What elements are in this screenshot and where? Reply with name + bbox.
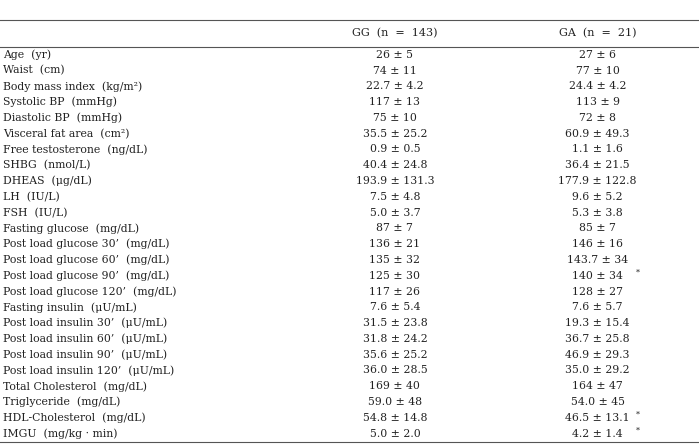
Text: 31.8 ± 24.2: 31.8 ± 24.2 xyxy=(363,334,427,344)
Text: 177.9 ± 122.8: 177.9 ± 122.8 xyxy=(559,176,637,186)
Text: HDL-Cholesterol  (mg/dL): HDL-Cholesterol (mg/dL) xyxy=(3,413,146,423)
Text: 1.1 ± 1.6: 1.1 ± 1.6 xyxy=(572,145,623,154)
Text: Total Cholesterol  (mg/dL): Total Cholesterol (mg/dL) xyxy=(3,381,147,392)
Text: GG  (n  =  143): GG (n = 143) xyxy=(352,28,438,39)
Text: 135 ± 32: 135 ± 32 xyxy=(370,255,420,265)
Text: *: * xyxy=(636,426,640,434)
Text: 143.7 ± 34: 143.7 ± 34 xyxy=(567,255,628,265)
Text: GA  (n  =  21): GA (n = 21) xyxy=(559,28,636,39)
Text: Post load glucose 90’  (mg/dL): Post load glucose 90’ (mg/dL) xyxy=(3,270,170,281)
Text: Waist  (cm): Waist (cm) xyxy=(3,66,65,76)
Text: Post load glucose 60’  (mg/dL): Post load glucose 60’ (mg/dL) xyxy=(3,255,170,265)
Text: Diastolic BP  (mmHg): Diastolic BP (mmHg) xyxy=(3,112,122,123)
Text: 0.9 ± 0.5: 0.9 ± 0.5 xyxy=(370,145,420,154)
Text: 87 ± 7: 87 ± 7 xyxy=(377,223,413,233)
Text: Systolic BP  (mmHg): Systolic BP (mmHg) xyxy=(3,97,117,107)
Text: Visceral fat area  (cm²): Visceral fat area (cm²) xyxy=(3,128,130,139)
Text: Post load insulin 90’  (μU/mL): Post load insulin 90’ (μU/mL) xyxy=(3,349,168,360)
Text: 26 ± 5: 26 ± 5 xyxy=(377,50,413,60)
Text: Fasting insulin  (μU/mL): Fasting insulin (μU/mL) xyxy=(3,302,138,313)
Text: 54.0 ± 45: 54.0 ± 45 xyxy=(570,397,625,407)
Text: 193.9 ± 131.3: 193.9 ± 131.3 xyxy=(356,176,434,186)
Text: 117 ± 13: 117 ± 13 xyxy=(370,97,420,107)
Text: Fasting glucose  (mg/dL): Fasting glucose (mg/dL) xyxy=(3,223,140,234)
Text: 117 ± 26: 117 ± 26 xyxy=(370,286,420,297)
Text: 128 ± 27: 128 ± 27 xyxy=(572,286,623,297)
Text: IMGU  (mg/kg · min): IMGU (mg/kg · min) xyxy=(3,428,118,439)
Text: 125 ± 30: 125 ± 30 xyxy=(370,271,420,281)
Text: 27 ± 6: 27 ± 6 xyxy=(579,50,616,60)
Text: 19.3 ± 15.4: 19.3 ± 15.4 xyxy=(565,318,630,328)
Text: 59.0 ± 48: 59.0 ± 48 xyxy=(368,397,422,407)
Text: Post load insulin 120’  (μU/mL): Post load insulin 120’ (μU/mL) xyxy=(3,365,175,376)
Text: Triglyceride  (mg/dL): Triglyceride (mg/dL) xyxy=(3,397,121,407)
Text: 36.7 ± 25.8: 36.7 ± 25.8 xyxy=(565,334,630,344)
Text: 7.5 ± 4.8: 7.5 ± 4.8 xyxy=(370,192,420,202)
Text: 31.5 ± 23.8: 31.5 ± 23.8 xyxy=(363,318,427,328)
Text: 75 ± 10: 75 ± 10 xyxy=(373,113,417,123)
Text: Post load insulin 60’  (μU/mL): Post load insulin 60’ (μU/mL) xyxy=(3,334,168,344)
Text: 5.0 ± 2.0: 5.0 ± 2.0 xyxy=(370,429,420,439)
Text: FSH  (IU/L): FSH (IU/L) xyxy=(3,207,68,218)
Text: 54.8 ± 14.8: 54.8 ± 14.8 xyxy=(363,413,427,423)
Text: 36.4 ± 21.5: 36.4 ± 21.5 xyxy=(565,160,630,170)
Text: 169 ± 40: 169 ± 40 xyxy=(370,381,420,391)
Text: Post load insulin 30’  (μU/mL): Post load insulin 30’ (μU/mL) xyxy=(3,318,168,328)
Text: 85 ± 7: 85 ± 7 xyxy=(579,223,616,233)
Text: 24.4 ± 4.2: 24.4 ± 4.2 xyxy=(569,81,626,91)
Text: DHEAS  (μg/dL): DHEAS (μg/dL) xyxy=(3,176,92,186)
Text: 5.3 ± 3.8: 5.3 ± 3.8 xyxy=(572,207,623,218)
Text: 36.0 ± 28.5: 36.0 ± 28.5 xyxy=(363,365,427,376)
Text: 46.9 ± 29.3: 46.9 ± 29.3 xyxy=(565,350,630,360)
Text: 9.6 ± 5.2: 9.6 ± 5.2 xyxy=(572,192,623,202)
Text: *: * xyxy=(636,268,640,276)
Text: Body mass index  (kg/m²): Body mass index (kg/m²) xyxy=(3,81,143,91)
Text: 60.9 ± 49.3: 60.9 ± 49.3 xyxy=(565,128,630,139)
Text: 72 ± 8: 72 ± 8 xyxy=(579,113,616,123)
Text: 74 ± 11: 74 ± 11 xyxy=(373,66,417,75)
Text: 146 ± 16: 146 ± 16 xyxy=(572,239,623,249)
Text: 7.6 ± 5.7: 7.6 ± 5.7 xyxy=(572,302,623,312)
Text: Post load glucose 30’  (mg/dL): Post load glucose 30’ (mg/dL) xyxy=(3,239,170,249)
Text: SHBG  (nmol/L): SHBG (nmol/L) xyxy=(3,160,91,170)
Text: 4.2 ± 1.4: 4.2 ± 1.4 xyxy=(572,429,623,439)
Text: Free testosterone  (ng/dL): Free testosterone (ng/dL) xyxy=(3,144,148,155)
Text: 164 ± 47: 164 ± 47 xyxy=(572,381,623,391)
Text: 35.0 ± 29.2: 35.0 ± 29.2 xyxy=(565,365,630,376)
Text: Age  (yr): Age (yr) xyxy=(3,50,52,60)
Text: Post load glucose 120’  (mg/dL): Post load glucose 120’ (mg/dL) xyxy=(3,286,177,297)
Text: 136 ± 21: 136 ± 21 xyxy=(369,239,421,249)
Text: 77 ± 10: 77 ± 10 xyxy=(576,66,619,75)
Text: 35.6 ± 25.2: 35.6 ± 25.2 xyxy=(363,350,427,360)
Text: 35.5 ± 25.2: 35.5 ± 25.2 xyxy=(363,128,427,139)
Text: LH  (IU/L): LH (IU/L) xyxy=(3,192,60,202)
Text: 7.6 ± 5.4: 7.6 ± 5.4 xyxy=(370,302,420,312)
Text: 5.0 ± 3.7: 5.0 ± 3.7 xyxy=(370,207,420,218)
Text: 46.5 ± 13.1: 46.5 ± 13.1 xyxy=(565,413,630,423)
Text: 113 ± 9: 113 ± 9 xyxy=(576,97,619,107)
Text: 140 ± 34: 140 ± 34 xyxy=(572,271,623,281)
Text: *: * xyxy=(636,410,640,418)
Text: 22.7 ± 4.2: 22.7 ± 4.2 xyxy=(366,81,424,91)
Text: 40.4 ± 24.8: 40.4 ± 24.8 xyxy=(363,160,427,170)
